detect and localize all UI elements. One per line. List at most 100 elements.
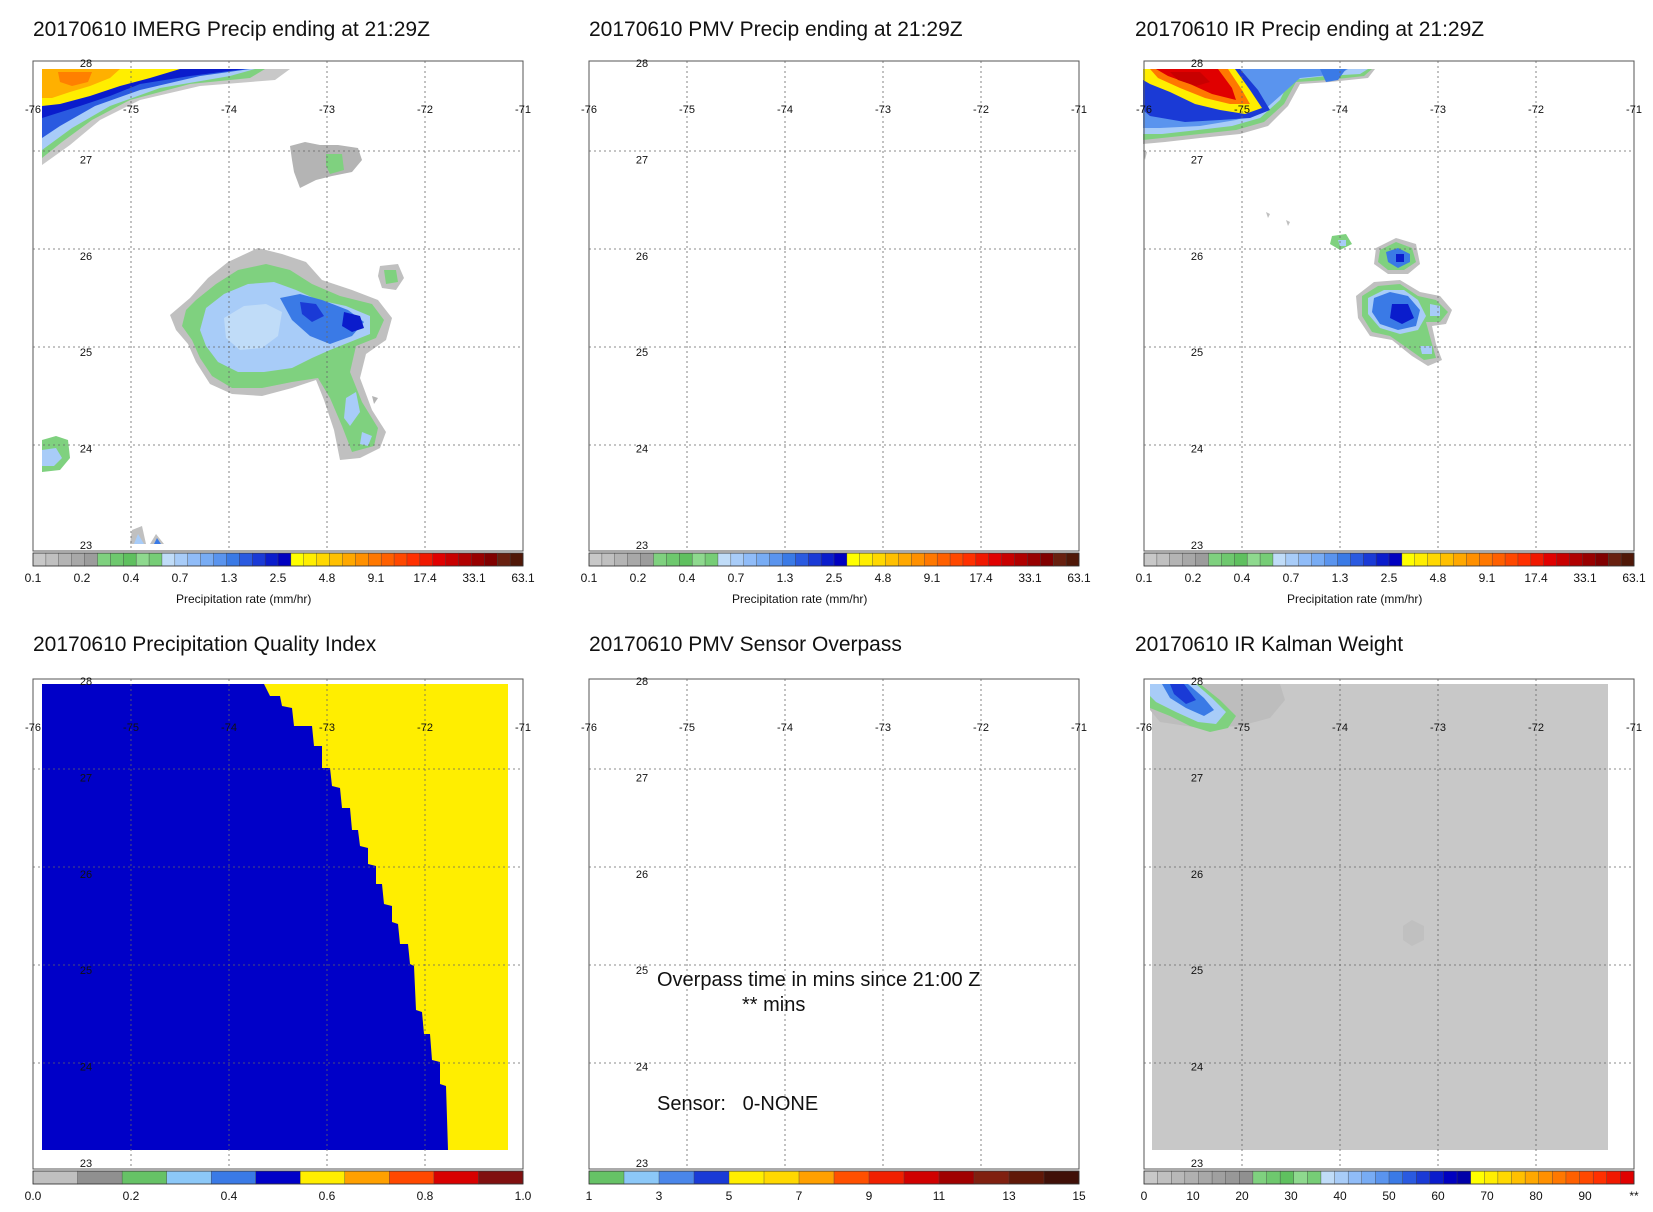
x-tick-label: -74 — [1332, 722, 1348, 734]
x-tick-label: -73 — [1430, 722, 1446, 734]
colorbar-swatch — [393, 552, 408, 567]
colorbar-tick-label: 2.5 — [1381, 571, 1398, 585]
y-tick-label: 28 — [636, 676, 648, 688]
colorbar-swatch — [1324, 552, 1338, 567]
colorbar-tick-label: ** — [1629, 1189, 1639, 1203]
x-tick-label: -75 — [123, 104, 139, 116]
colorbar-swatch — [1606, 1170, 1621, 1185]
colorbar-swatch — [471, 552, 485, 567]
colorbar-tick-label: 13 — [1002, 1189, 1016, 1203]
colorbar-swatch — [1008, 1170, 1045, 1185]
colorbar-swatch — [1414, 552, 1429, 567]
colorbar-tick-label: 1 — [586, 1189, 593, 1203]
colorbar-swatch — [1504, 552, 1519, 567]
colorbar-swatch — [763, 1170, 800, 1185]
colorbar-frame — [1143, 552, 1635, 567]
colorbar-swatch — [1579, 1170, 1594, 1185]
colorbar-tick-label: 17.4 — [1524, 571, 1548, 585]
colorbar: 0.1 0.2 0.4 0.7 1.3 2.5 4.8 9.1 17.4 33.1 63.1 Prec… — [581, 552, 1091, 606]
colorbar-tick-label: 0.7 — [172, 571, 189, 585]
colorbar-swatch — [588, 1170, 625, 1185]
x-tick-label: -72 — [973, 722, 989, 734]
x-tick-label: -74 — [777, 722, 793, 734]
colorbar-swatch — [1479, 552, 1493, 567]
colorbar-swatch — [653, 552, 667, 567]
colorbar-swatch — [1517, 552, 1532, 567]
colorbar-swatch — [97, 552, 111, 567]
precip-region — [134, 534, 144, 544]
colorbar-swatch — [614, 552, 629, 567]
colorbar-tick-label: 70 — [1480, 1189, 1494, 1203]
colorbar-swatch — [1470, 1170, 1485, 1185]
colorbar-tick-label: 0.1 — [25, 571, 42, 585]
colorbar-swatch — [1543, 552, 1558, 567]
plot-frame — [1143, 678, 1635, 1170]
colorbar-swatch — [77, 1170, 123, 1185]
colorbar-swatch — [1195, 552, 1209, 567]
colorbar-label: Precipitation rate (mm/hr) — [176, 592, 311, 606]
colorbar-tick-label: 4.8 — [1430, 571, 1447, 585]
precip-field — [42, 69, 404, 544]
x-tick-label: -74 — [221, 722, 237, 734]
colorbar-tick-label: 1.0 — [515, 1189, 532, 1203]
colorbar-swatch — [1582, 552, 1596, 567]
y-tick-label: 27 — [1191, 772, 1203, 784]
colorbar-swatch — [389, 1170, 435, 1185]
colorbar-swatch — [406, 552, 421, 567]
colorbar-swatch — [833, 552, 848, 567]
colorbar-tick-label: 0.2 — [123, 1189, 140, 1203]
colorbar-swatch — [658, 1170, 695, 1185]
y-tick-label: 25 — [80, 965, 92, 977]
colorbar-swatch — [1234, 552, 1248, 567]
panel-pqi: 20170610 Precipitation Quality Index — [33, 633, 508, 1150]
colorbar-swatch — [1375, 1170, 1390, 1185]
colorbar-swatch — [1182, 552, 1197, 567]
colorbar-tick-label: 1.3 — [221, 571, 238, 585]
y-tick-label: 26 — [636, 869, 648, 881]
colorbar-swatch — [226, 552, 240, 567]
colorbar-swatch — [509, 552, 524, 567]
colorbar-swatch — [1491, 552, 1506, 567]
colorbar-swatch — [1156, 552, 1171, 567]
colorbar-tick-label: 0.4 — [679, 571, 696, 585]
colorbar-swatch — [484, 552, 498, 567]
y-tick-label: 24 — [636, 444, 648, 456]
colorbar-swatch — [1001, 552, 1016, 567]
precip-region — [1286, 220, 1290, 226]
x-tick-label: -71 — [1626, 722, 1642, 734]
colorbar-swatch — [355, 552, 369, 567]
colorbar-swatch — [277, 552, 292, 567]
colorbar-frame — [588, 552, 1080, 567]
colorbar-tick-label: 50 — [1382, 1189, 1396, 1203]
y-tick-label: 27 — [636, 772, 648, 784]
colorbar-swatch — [868, 1170, 905, 1185]
colorbar-tick-label: 0.2 — [1185, 571, 1202, 585]
colorbar-swatch — [1347, 1170, 1363, 1185]
colorbar-swatch — [239, 552, 253, 567]
precip-region — [58, 72, 92, 86]
colorbar-swatch — [820, 552, 835, 567]
colorbar-swatch — [938, 1170, 975, 1185]
colorbar-frame — [588, 1170, 1080, 1185]
precip-region — [154, 538, 161, 544]
colorbar-swatch — [1279, 1170, 1295, 1185]
panel-axes: -76 -75 -74 -73 -72 -71 28 27 26 25 24 23 — [1136, 58, 1642, 552]
colorbar-swatch — [45, 552, 60, 567]
colorbar-swatch — [808, 552, 822, 567]
colorbar-swatch — [1211, 1170, 1227, 1185]
colorbar-swatch — [717, 552, 732, 567]
x-tick-label: -72 — [973, 104, 989, 116]
colorbar-swatch — [1157, 1170, 1172, 1185]
colorbar-swatch — [1416, 1170, 1431, 1185]
colorbar-swatch — [1427, 552, 1442, 567]
colorbar-swatch — [433, 1170, 479, 1185]
colorbar-swatch — [123, 552, 137, 567]
colorbar-swatch — [1592, 1170, 1608, 1185]
colorbar-swatch — [679, 552, 693, 567]
x-tick-label: -73 — [319, 104, 335, 116]
colorbar-swatch — [1285, 552, 1300, 567]
colorbar-tick-label: 0.4 — [123, 571, 140, 585]
colorbar-swatch — [1337, 552, 1351, 567]
colorbar-swatch — [497, 552, 511, 567]
colorbar-swatch — [988, 552, 1003, 567]
